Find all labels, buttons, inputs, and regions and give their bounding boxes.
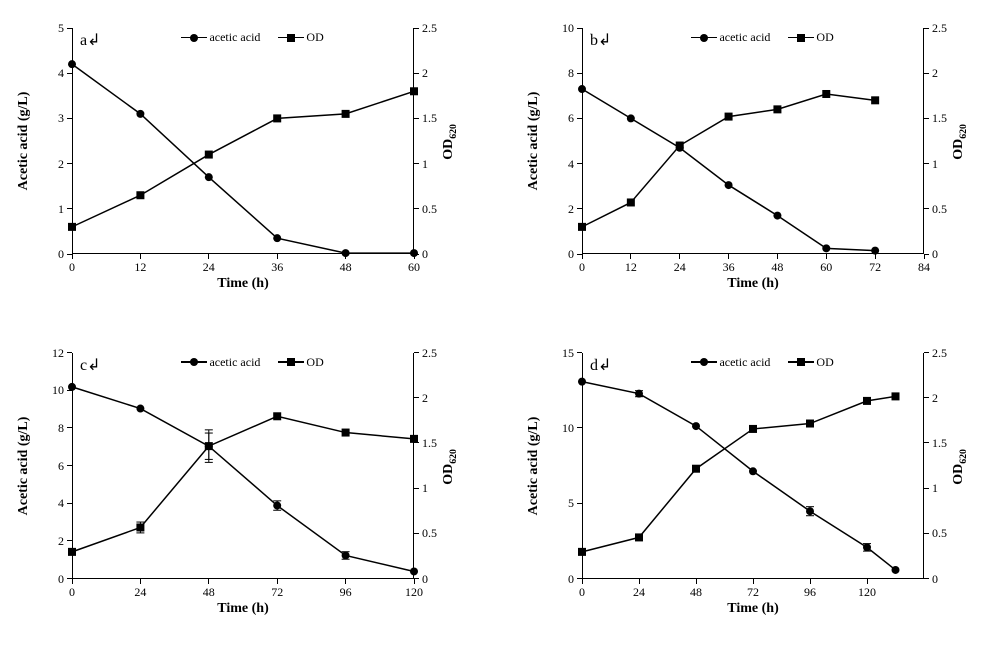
legend: acetic acidOD: [691, 30, 833, 45]
panel-a: 0122436486001234500.511.522.5a↲Time (h)A…: [10, 10, 470, 300]
legend: acetic acidOD: [181, 355, 323, 370]
y2-axis-label: OD620: [951, 102, 969, 182]
panel-letter: a↲: [80, 30, 101, 50]
y2-axis-label: OD620: [441, 102, 459, 182]
x-axis-label: Time (h): [727, 276, 778, 292]
panel-letter: b↲: [590, 30, 611, 50]
legend: acetic acidOD: [691, 355, 833, 370]
y1-axis-label: Acetic acid (g/L): [16, 81, 32, 201]
y1-axis-label: Acetic acid (g/L): [526, 81, 542, 201]
y2-axis-label: OD620: [441, 426, 459, 506]
panel-d: 02448729612005101500.511.522.5d↲Time (h)…: [520, 335, 980, 625]
y2-axis-label: OD620: [951, 426, 969, 506]
panel-letter: d↲: [590, 355, 611, 375]
x-axis-label: Time (h): [727, 601, 778, 617]
x-axis-label: Time (h): [217, 601, 268, 617]
legend: acetic acidOD: [181, 30, 323, 45]
y1-axis-label: Acetic acid (g/L): [526, 406, 542, 526]
panel-b: 012243648607284024681000.511.522.5b↲Time…: [520, 10, 980, 300]
panel-c: 02448729612002468101200.511.522.5c↲Time …: [10, 335, 470, 625]
x-axis-label: Time (h): [217, 276, 268, 292]
y1-axis-label: Acetic acid (g/L): [16, 406, 32, 526]
panel-letter: c↲: [80, 355, 101, 375]
